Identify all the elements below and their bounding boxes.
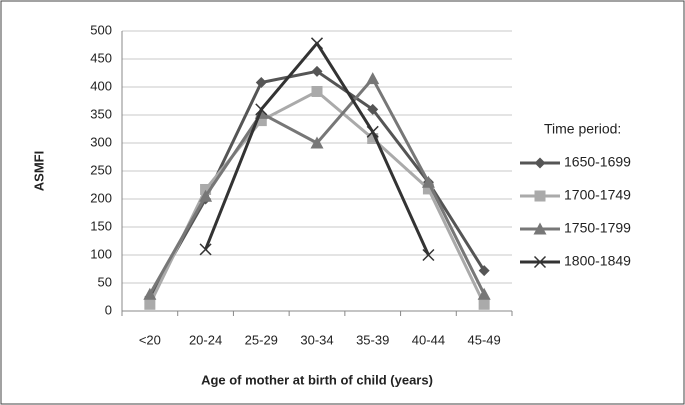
y-tick-label: 150 (90, 218, 112, 233)
y-tick-label: 500 (90, 22, 112, 37)
y-tick-label: 200 (90, 190, 112, 205)
x-tick-label: 40-44 (412, 332, 445, 347)
data-point (367, 103, 379, 115)
legend-marker (534, 190, 546, 202)
y-axis-label: ASMFI (31, 151, 46, 191)
legend-label: 1650-1699 (564, 154, 631, 170)
legend-label: 1750-1799 (564, 220, 631, 236)
data-point (199, 189, 213, 202)
x-tick-label: <20 (139, 332, 161, 347)
x-tick-label: 30-34 (300, 332, 333, 347)
y-tick-label: 50 (98, 274, 112, 289)
y-tick-label: 100 (90, 246, 112, 261)
data-point (421, 175, 435, 188)
legend-label: 1700-1749 (564, 187, 631, 203)
data-point (255, 77, 267, 89)
data-point (255, 115, 267, 127)
y-tick-label: 350 (90, 106, 112, 121)
data-point (200, 183, 212, 195)
data-point (199, 243, 212, 256)
legend-marker (534, 157, 546, 169)
data-point (422, 183, 434, 195)
data-point (310, 136, 324, 149)
data-point (311, 65, 323, 77)
data-point (311, 85, 323, 97)
y-tick-label: 450 (90, 50, 112, 65)
y-tick-label: 250 (90, 162, 112, 177)
x-tick-label: 20-24 (189, 332, 222, 347)
data-point (144, 298, 156, 310)
x-tick-label: 25-29 (245, 332, 278, 347)
legend-label: 1800-1849 (564, 253, 631, 269)
data-point (478, 298, 490, 310)
x-axis-label: Age of mother at birth of child (years) (201, 372, 433, 387)
y-tick-label: 400 (90, 78, 112, 93)
data-point (366, 72, 380, 85)
data-point (143, 287, 157, 300)
y-tick-label: 300 (90, 134, 112, 149)
data-point (255, 103, 268, 116)
legend-title: Time period: (544, 121, 621, 137)
x-tick-label: 45-49 (468, 332, 501, 347)
data-point (477, 287, 491, 300)
data-point (478, 265, 490, 277)
x-tick-label: 35-39 (356, 332, 389, 347)
legend-marker (533, 222, 547, 235)
y-tick-label: 0 (105, 302, 112, 317)
data-point (366, 125, 379, 138)
legend-marker (533, 255, 547, 269)
data-point (310, 37, 324, 50)
data-point (422, 248, 435, 262)
data-point (367, 133, 379, 145)
